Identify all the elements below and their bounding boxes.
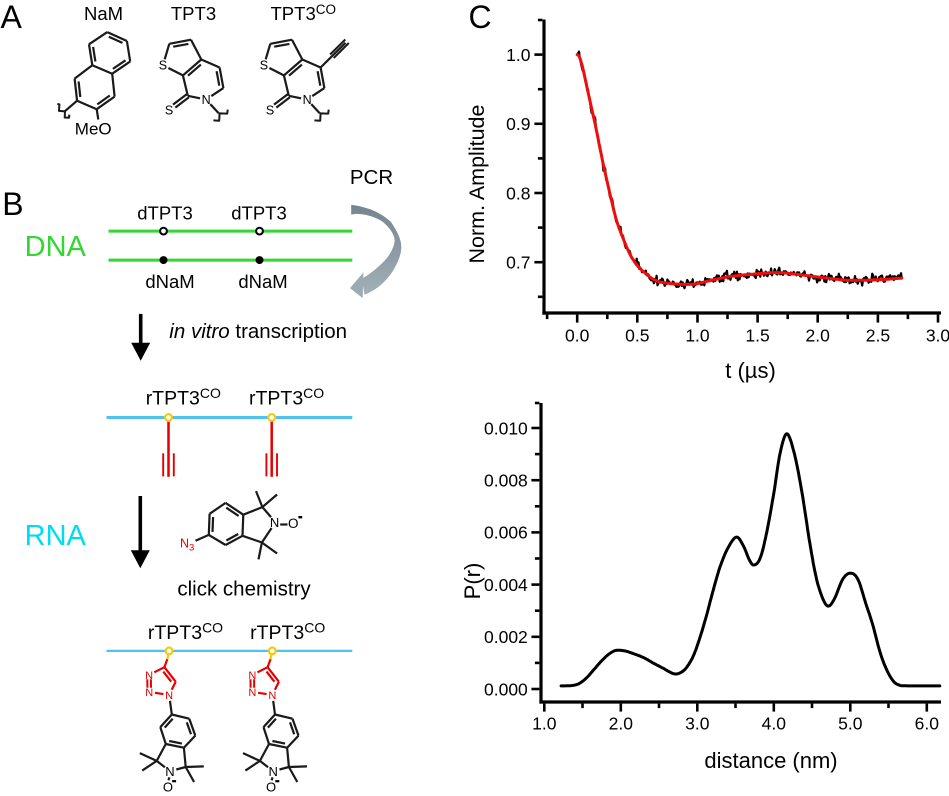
svg-text:S: S <box>266 103 274 117</box>
svg-text:N: N <box>248 670 256 682</box>
svg-text:P(r): P(r) <box>460 563 485 600</box>
svg-text:N: N <box>145 670 153 682</box>
svg-text:B: B <box>2 186 23 222</box>
svg-text:N: N <box>248 687 256 699</box>
svg-text:dTPT3: dTPT3 <box>137 203 193 224</box>
svg-text:PCR: PCR <box>350 166 393 189</box>
svg-text:0.002: 0.002 <box>484 627 528 647</box>
svg-text:N: N <box>269 764 278 779</box>
svg-text:C: C <box>469 0 492 35</box>
svg-text:O: O <box>288 516 299 531</box>
svg-text:0.8: 0.8 <box>506 183 530 203</box>
svg-text:0.7: 0.7 <box>506 253 530 273</box>
svg-text:dTPT3: dTPT3 <box>231 203 287 224</box>
svg-text:2.0: 2.0 <box>609 713 634 733</box>
svg-text:0.000: 0.000 <box>484 679 528 699</box>
svg-text:rTPT3CO: rTPT3CO <box>249 385 324 410</box>
svg-text:S: S <box>159 59 167 73</box>
svg-text:N: N <box>270 515 279 530</box>
svg-text:3.0: 3.0 <box>685 713 710 733</box>
svg-text:RNA: RNA <box>25 520 87 552</box>
svg-text:DNA: DNA <box>25 231 87 263</box>
svg-text:1.0: 1.0 <box>506 45 531 65</box>
svg-text:N: N <box>303 93 312 107</box>
svg-text:N: N <box>202 93 211 107</box>
svg-text:distance (nm): distance (nm) <box>704 748 837 773</box>
svg-text:1.0: 1.0 <box>532 713 557 733</box>
svg-text:1.0: 1.0 <box>685 325 710 345</box>
svg-text:dNaM: dNaM <box>145 271 194 292</box>
svg-text:N: N <box>165 690 173 702</box>
svg-text:O: O <box>163 780 173 795</box>
svg-text:N: N <box>165 764 174 779</box>
svg-text:dNaM: dNaM <box>238 271 287 292</box>
svg-text:6.0: 6.0 <box>915 713 940 733</box>
svg-text:4.0: 4.0 <box>762 713 787 733</box>
svg-text:S: S <box>165 103 173 117</box>
svg-text:3.0: 3.0 <box>926 325 949 345</box>
svg-text:5.0: 5.0 <box>838 713 863 733</box>
svg-text:2.5: 2.5 <box>866 325 890 345</box>
svg-text:in vitro transcription: in vitro transcription <box>169 320 347 343</box>
svg-text:NaM: NaM <box>84 3 123 24</box>
svg-text:Norm. Amplitude: Norm. Amplitude <box>465 105 489 264</box>
svg-text:N: N <box>145 687 153 699</box>
svg-text:t (µs): t (µs) <box>725 358 776 383</box>
svg-text:N: N <box>268 690 276 702</box>
svg-text:2.0: 2.0 <box>806 325 831 345</box>
svg-text:0.004: 0.004 <box>484 575 528 595</box>
svg-text:0.006: 0.006 <box>484 523 528 543</box>
svg-text:TPT3: TPT3 <box>171 3 216 24</box>
svg-text:1.5: 1.5 <box>745 325 769 345</box>
svg-text:0.0: 0.0 <box>565 325 590 345</box>
svg-text:0.010: 0.010 <box>484 418 528 438</box>
svg-text:A: A <box>1 0 23 35</box>
svg-text:O: O <box>266 780 276 795</box>
svg-text:S: S <box>260 59 268 73</box>
svg-text:0.9: 0.9 <box>506 114 530 134</box>
svg-text:click chemistry: click chemistry <box>177 578 311 601</box>
svg-text:0.5: 0.5 <box>625 325 649 345</box>
svg-text:0.008: 0.008 <box>484 471 528 491</box>
svg-text:MeO: MeO <box>75 120 112 139</box>
